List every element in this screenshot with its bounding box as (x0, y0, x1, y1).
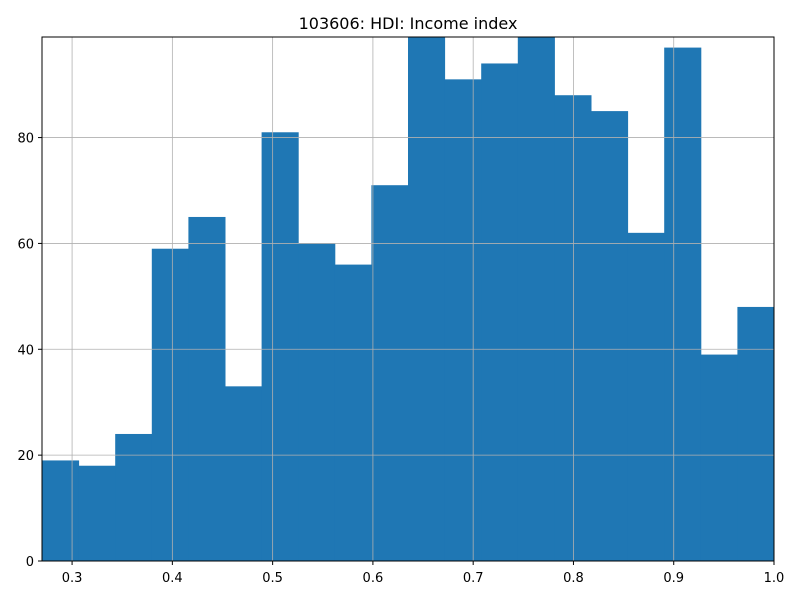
histogram-bar (261, 132, 299, 562)
histogram-bar (371, 185, 409, 561)
y-tick-label: 60 (17, 237, 34, 252)
bars (42, 37, 775, 562)
histogram-bar (334, 264, 372, 561)
chart-title: 103606: HDI: Income index (299, 14, 518, 33)
x-tick-label: 0.4 (162, 571, 183, 586)
histogram-bar (408, 37, 446, 561)
y-tick-label: 20 (17, 449, 34, 464)
histogram-bar (42, 460, 80, 561)
histogram-bar (554, 95, 592, 561)
histogram-bar (700, 354, 738, 561)
x-tick-label: 1.0 (764, 571, 785, 586)
histogram-bar (188, 216, 226, 561)
x-tick-label: 0.6 (363, 571, 384, 586)
axes (38, 36, 775, 565)
histogram-bar (664, 47, 702, 561)
tick-labels: 0.3 0.4 0.5 0.6 0.7 0.8 0.9 1.0 0 20 40 60 80 (17, 132, 784, 586)
plot-frame (41, 36, 775, 562)
x-tick-label: 0.5 (262, 571, 283, 586)
histogram-bar (444, 79, 482, 561)
y-tick-label: 40 (17, 343, 34, 358)
histogram-bar (115, 433, 153, 561)
histogram-bar (225, 386, 263, 561)
histogram-bar (78, 465, 116, 561)
x-tick-label: 0.8 (563, 571, 584, 586)
x-tick-label: 0.9 (663, 571, 684, 586)
histogram-bar (737, 306, 775, 561)
histogram-bar (627, 232, 665, 561)
histogram-bar (481, 63, 519, 561)
y-tick-label: 0 (26, 555, 34, 570)
x-tick-label: 0.3 (62, 571, 83, 586)
y-tick-label: 80 (17, 132, 34, 147)
x-tick-label: 0.7 (463, 571, 484, 586)
histogram-bar (517, 37, 555, 561)
histogram-bar (298, 243, 336, 561)
histogram-bar (591, 111, 629, 561)
histogram-bar (151, 248, 189, 562)
